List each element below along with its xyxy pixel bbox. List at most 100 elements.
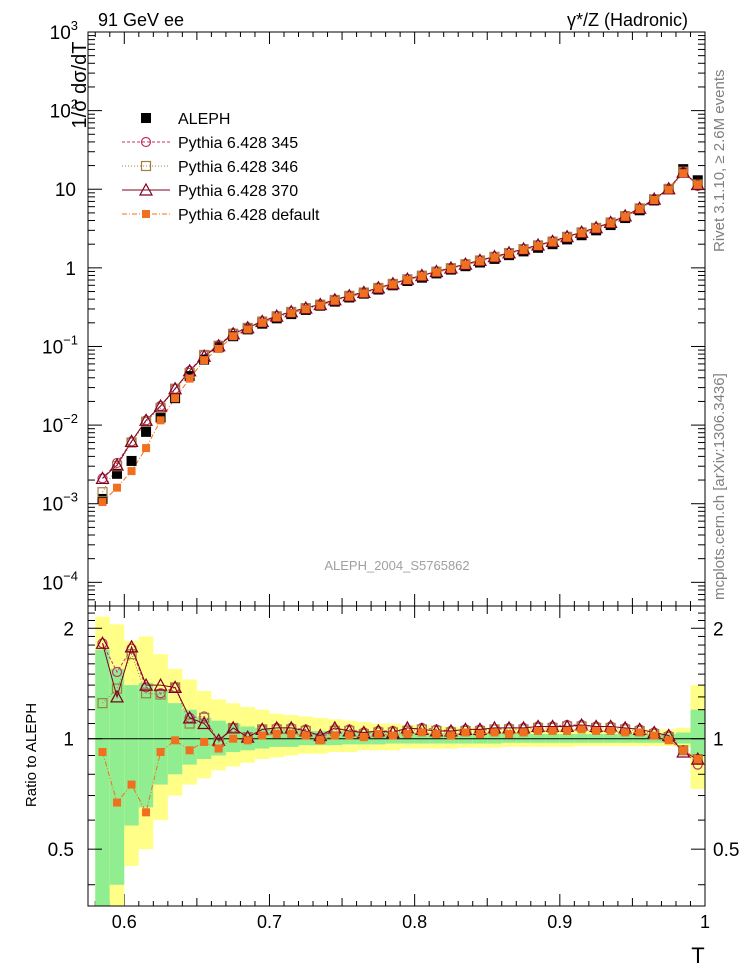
pythia-default-point: [563, 726, 572, 735]
pythia-default-point: [475, 730, 484, 739]
pythia-370-point: [95, 636, 110, 649]
pythia-346-point: [97, 487, 108, 498]
y-tick-label: 10−2: [42, 411, 78, 437]
pythia-370-point: [110, 457, 125, 471]
x-axis-title: T: [691, 943, 704, 968]
y-tick-base: 10: [50, 102, 71, 123]
pythia-345-point: [140, 136, 152, 148]
y-tick-label: 10−3: [42, 490, 78, 516]
ratio-y-tick-label-right: 0.5: [713, 840, 739, 861]
band-green-bin: [153, 690, 168, 785]
pythia-default-point: [258, 731, 267, 740]
pythia-default-point: [592, 224, 601, 233]
pythia-default-point: [214, 344, 223, 353]
pythia-default-point: [534, 242, 543, 251]
ratio-y-tick-label: 1: [63, 730, 74, 751]
pythia-346-point: [97, 698, 108, 709]
pythia-default-point: [171, 394, 180, 403]
y-tick-exponent: −3: [63, 490, 78, 505]
pythia-default-point: [606, 219, 615, 228]
pythia-default-point: [243, 736, 252, 745]
pythia-default-point: [693, 755, 702, 764]
pythia-default-point: [490, 253, 499, 262]
pythia-default-point: [446, 264, 455, 273]
pythia-default-point: [287, 730, 296, 739]
pythia-default-point: [98, 748, 107, 757]
pythia-default-point: [606, 726, 615, 735]
pythia-default-point: [374, 284, 383, 293]
pythia-370-point: [95, 471, 110, 484]
rivet-label: Rivet 3.1.10, ≥ 2.6M events: [711, 70, 728, 253]
pythia-default-point: [374, 730, 383, 739]
aleph-data-point: [678, 164, 689, 175]
pythia-default-point: [214, 744, 223, 753]
y-tick-label: 10−1: [42, 332, 78, 358]
pythia-346-point: [111, 683, 123, 694]
pythia-370-point: [182, 710, 197, 724]
legend-label-p370: Pythia 6.428 370: [178, 183, 298, 200]
right-title: γ*/Z (Hadronic): [567, 10, 688, 30]
pythia-default-point: [185, 374, 194, 383]
pythia-default-point: [316, 736, 325, 745]
pythia-default-point: [272, 730, 281, 739]
pythia-default-point: [563, 233, 572, 242]
pythia-370-point: [168, 680, 183, 693]
pythia-default-point: [156, 416, 165, 425]
pythia-default-point: [142, 808, 151, 817]
pythia-default-point: [505, 250, 514, 259]
y-tick-exponent: −4: [63, 568, 78, 583]
y-tick-exponent: −2: [63, 411, 78, 426]
pythia-346-point: [199, 712, 210, 723]
band-green-bin: [690, 709, 705, 756]
pythia-default-point: [635, 205, 644, 214]
pythia-370-point: [138, 182, 154, 196]
pythia-default-point: [548, 238, 557, 247]
pythia-default-point: [417, 272, 426, 281]
pythia-default-point: [519, 245, 528, 254]
pythia-370-point: [139, 413, 154, 426]
pythia-370-point: [110, 689, 125, 703]
pythia-default-point: [113, 483, 122, 492]
aleph-data-point: [141, 426, 152, 437]
x-tick-label: 1: [700, 912, 710, 932]
pythia-346-point: [140, 688, 152, 699]
legend-label-p346: Pythia 6.428 346: [178, 159, 298, 176]
main-y-axis-title: 1/σ dσ/dT: [69, 42, 91, 129]
band-green-bin: [124, 685, 139, 826]
pythia-default-point: [301, 305, 310, 314]
legend-label-pdef: Pythia 6.428 default: [178, 207, 320, 224]
pythia-default-point: [316, 301, 325, 310]
pythia-default-point: [113, 798, 122, 807]
pythia-default-point: [693, 180, 702, 189]
legend-label-p345: Pythia 6.428 345: [178, 135, 298, 152]
pythia-default-point: [127, 780, 136, 789]
pythia-default-point: [98, 498, 107, 507]
pythia-default-point: [127, 467, 136, 476]
pythia-default-point: [577, 725, 586, 734]
pythia-default-point: [345, 292, 354, 301]
y-tick-base: 10: [50, 23, 71, 44]
y-tick-exponent: −1: [63, 332, 78, 347]
pythia-default-point: [142, 210, 150, 218]
band-green-bin: [675, 732, 691, 744]
pythia-345-point: [111, 666, 123, 678]
y-tick-base: 10: [42, 416, 63, 437]
pythia-346-point: [126, 649, 137, 660]
y-tick-base: 10: [42, 337, 63, 358]
y-tick-exponent: 3: [71, 18, 78, 33]
pythia-default-point: [359, 289, 368, 298]
pythia-default-point: [345, 731, 354, 740]
ratio-y-tick-label: 0.5: [48, 840, 74, 861]
pythia-default-point: [461, 728, 470, 737]
pythia-default-point: [621, 728, 630, 737]
pythia-default-point: [650, 731, 659, 740]
pythia-default-point: [519, 728, 528, 737]
pythia-default-point: [229, 734, 238, 743]
pythia-default-point: [301, 731, 310, 740]
pythia-346-point: [140, 160, 152, 172]
pythia-default-point: [505, 730, 514, 739]
pythia-default-point: [171, 736, 180, 745]
pythia-default-point: [664, 185, 673, 194]
pythia-default-point: [156, 748, 165, 757]
